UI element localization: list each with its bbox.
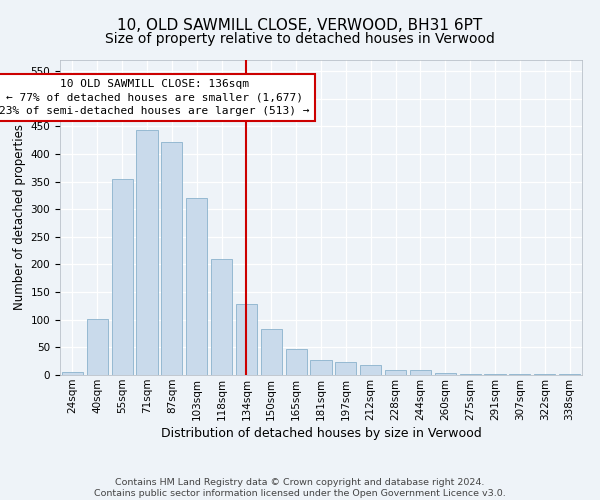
Bar xyxy=(484,374,506,375)
Bar xyxy=(509,374,530,375)
Bar xyxy=(236,304,257,375)
Bar xyxy=(385,370,406,375)
Bar xyxy=(261,328,282,375)
Bar xyxy=(460,374,481,375)
Bar xyxy=(211,259,232,375)
Text: 10 OLD SAWMILL CLOSE: 136sqm
← 77% of detached houses are smaller (1,677)
23% of: 10 OLD SAWMILL CLOSE: 136sqm ← 77% of de… xyxy=(0,80,310,116)
Text: Contains HM Land Registry data © Crown copyright and database right 2024.
Contai: Contains HM Land Registry data © Crown c… xyxy=(94,478,506,498)
Text: Size of property relative to detached houses in Verwood: Size of property relative to detached ho… xyxy=(105,32,495,46)
Y-axis label: Number of detached properties: Number of detached properties xyxy=(13,124,26,310)
Bar xyxy=(136,130,158,375)
X-axis label: Distribution of detached houses by size in Verwood: Distribution of detached houses by size … xyxy=(161,427,481,440)
Bar xyxy=(286,349,307,375)
Bar xyxy=(435,374,456,375)
Bar xyxy=(360,365,381,375)
Bar xyxy=(559,374,580,375)
Bar xyxy=(186,198,207,375)
Text: 10, OLD SAWMILL CLOSE, VERWOOD, BH31 6PT: 10, OLD SAWMILL CLOSE, VERWOOD, BH31 6PT xyxy=(118,18,482,32)
Bar xyxy=(534,374,555,375)
Bar xyxy=(310,360,332,375)
Bar xyxy=(335,362,356,375)
Bar xyxy=(161,142,182,375)
Bar xyxy=(410,370,431,375)
Bar xyxy=(62,372,83,375)
Bar xyxy=(87,319,108,375)
Bar xyxy=(112,180,133,375)
